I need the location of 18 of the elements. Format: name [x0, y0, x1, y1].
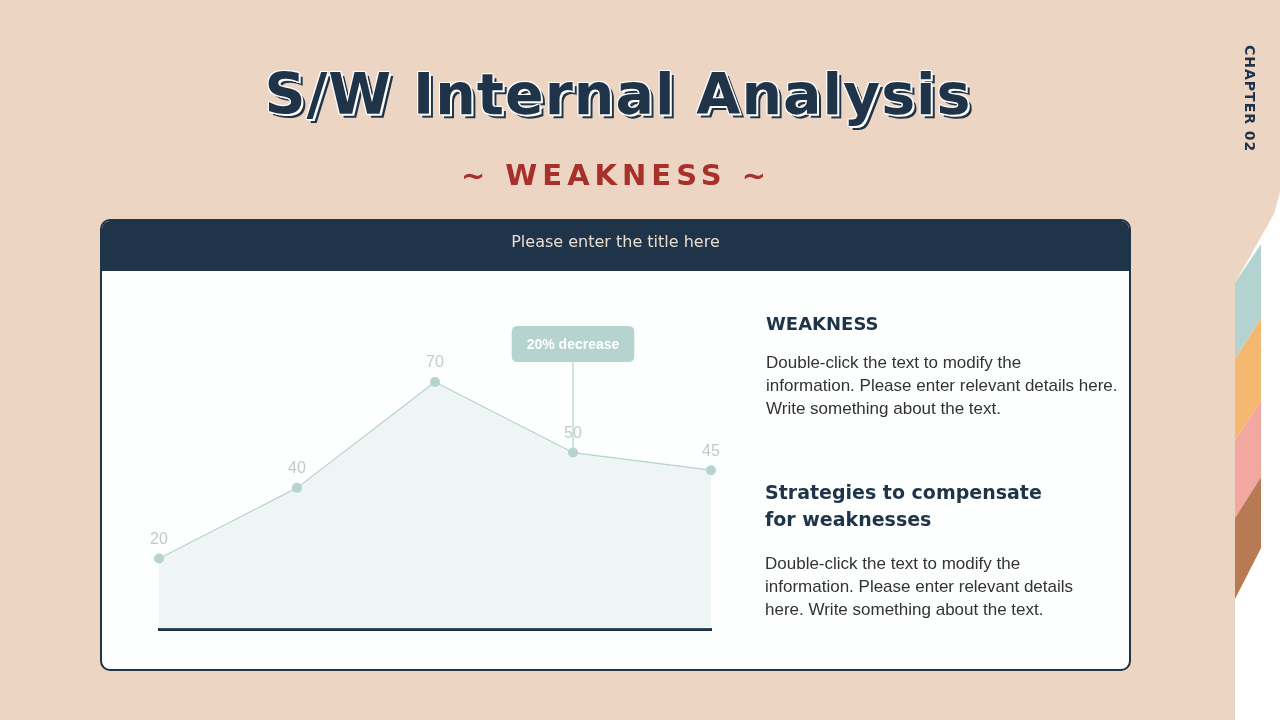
data-label: 45 [702, 441, 720, 459]
text: Double-click the text to modify the information. Please enter relevant details here. Write something about the text. [766, 352, 1119, 420]
text: Double-click the text to modify the information. Please enter relevant details here. Write something about the text. [765, 553, 1075, 621]
data-label: 50 [564, 423, 582, 441]
point [154, 553, 164, 564]
text: Strategies to compensate for weaknesses [765, 480, 1043, 532]
text: Please enter the title here [510, 232, 721, 251]
data-label: 40 [288, 459, 306, 477]
data-label: 20 [150, 529, 168, 547]
chart-subtitle: ~ WEAKNESS ~ [459, 158, 773, 192]
point [430, 377, 440, 387]
point [292, 482, 302, 493]
text: CHAPTER 02 [1242, 45, 1258, 153]
text: WEAKNESS [766, 313, 879, 334]
annotation: 20% decrease [526, 335, 620, 352]
chart-title: S/W Internal Analysis [263, 61, 973, 127]
point [706, 465, 716, 476]
data-label: 70 [426, 353, 444, 371]
